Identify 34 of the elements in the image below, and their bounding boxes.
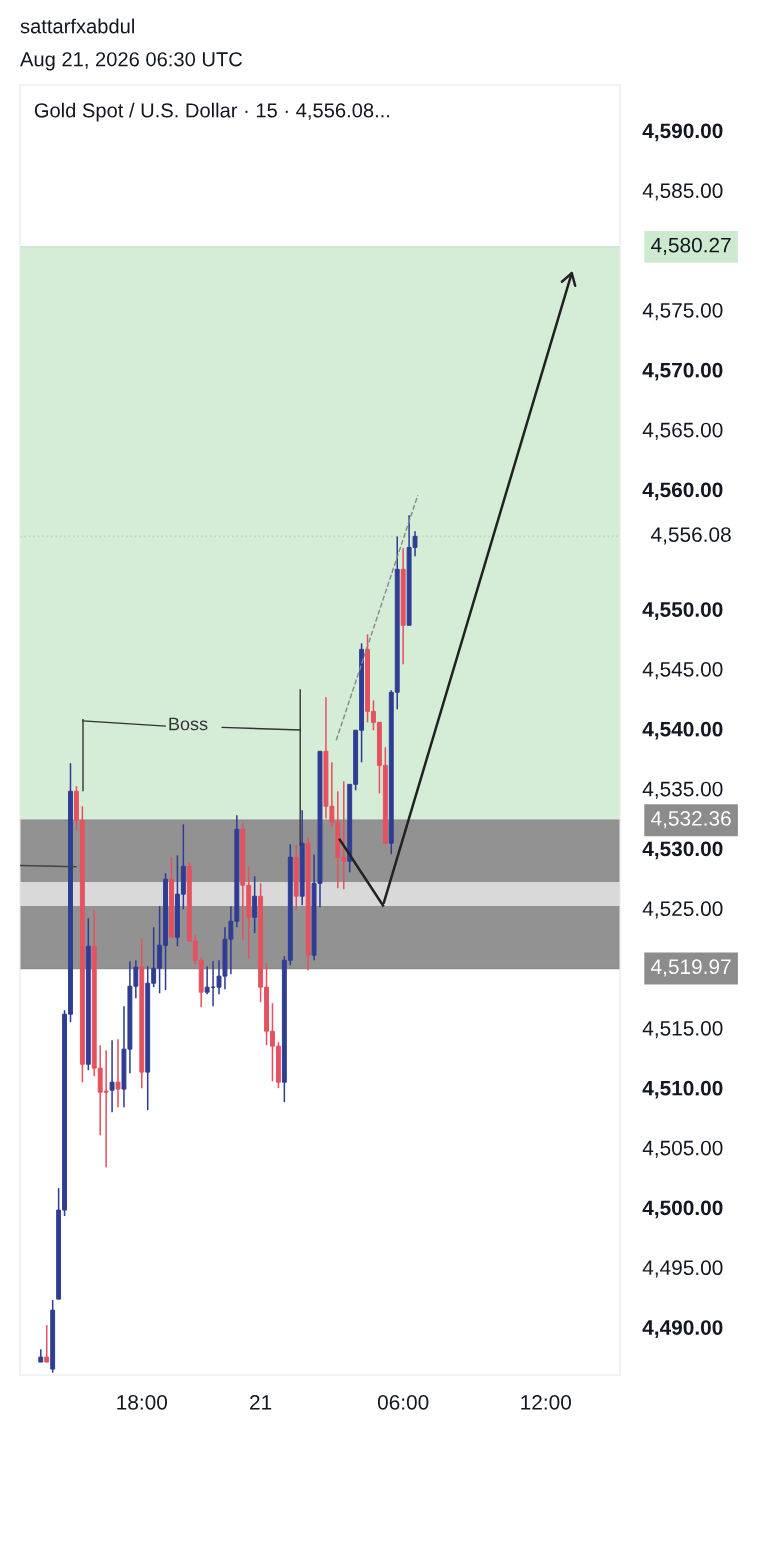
ref-line-label: 4,556.08 <box>651 527 731 545</box>
y-tick-label: 4,525.00 <box>642 901 723 919</box>
y-tick-label: 4,530.00 <box>642 841 723 860</box>
candlestick <box>115 1038 121 1108</box>
x-tick-label: 18:00 <box>117 1394 168 1410</box>
y-tick-label: 4,585.00 <box>642 183 723 201</box>
ref-line-label: 4,519.97 <box>651 959 731 977</box>
x-tick-label: 12:00 <box>521 1394 571 1410</box>
candlestick <box>252 875 258 934</box>
y-tick-label: 4,565.00 <box>642 422 723 440</box>
y-tick-label: 4,570.00 <box>642 362 723 381</box>
y-tick-label: 4,545.00 <box>642 661 723 680</box>
ref-line-label: 4,532.36 <box>651 811 731 829</box>
ref-line-label: 4,580.27 <box>651 237 731 255</box>
annotation: Boss <box>169 717 208 731</box>
text: Aug 21, 2026 06:30 UTC <box>20 52 243 71</box>
text: sattarfxabdul <box>20 18 134 34</box>
candlestick <box>44 1324 50 1363</box>
y-tick-label: 4,515.00 <box>642 1020 723 1039</box>
y-tick-label: 4,505.00 <box>642 1140 723 1158</box>
y-tick-label: 4,500.00 <box>642 1200 723 1219</box>
y-tick-label: 4,535.00 <box>642 781 723 799</box>
candlestick <box>109 1039 115 1113</box>
x-tick-label: 06:00 <box>377 1394 429 1410</box>
y-tick-label: 4,550.00 <box>642 602 723 620</box>
y-tick-label: 4,575.00 <box>642 302 723 321</box>
y-tick-label: 4,560.00 <box>642 482 723 501</box>
x-tick-label: 21 <box>250 1394 272 1410</box>
y-tick-label: 4,490.00 <box>642 1320 723 1338</box>
y-tick-label: 4,590.00 <box>642 123 723 142</box>
y-tick-label: 4,495.00 <box>642 1260 723 1278</box>
y-tick-label: 4,510.00 <box>642 1080 723 1099</box>
text: Gold Spot / U.S. Dollar · 15 · 4,556.08... <box>34 102 390 122</box>
y-tick-label: 4,540.00 <box>642 721 723 740</box>
